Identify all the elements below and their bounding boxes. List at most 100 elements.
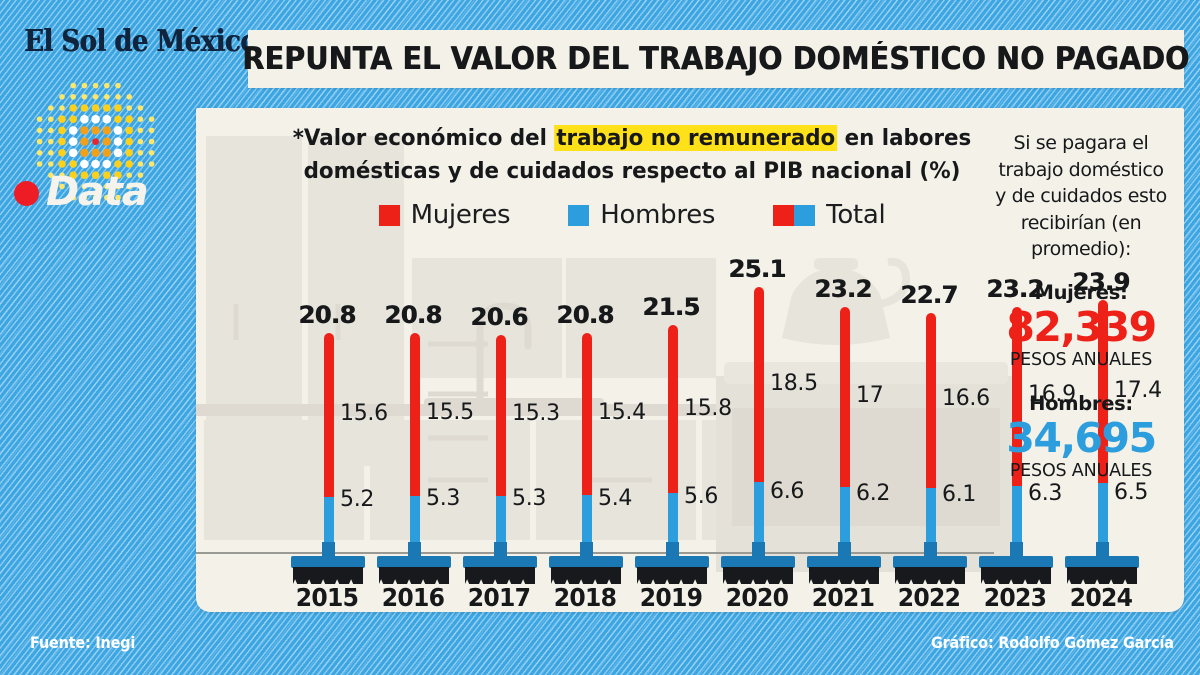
x-axis-tick-2021: 2021 bbox=[811, 583, 875, 612]
bar-segment-hombres bbox=[926, 487, 936, 552]
x-axis-tick-2018: 2018 bbox=[553, 583, 617, 612]
footer-bar: Fuente: Inegi Gráfico: Rodolfo Gómez Gar… bbox=[0, 619, 1200, 675]
broom-bar-icon bbox=[979, 556, 1053, 568]
bar-total-label: 23.2 bbox=[814, 275, 872, 304]
bar-stick bbox=[1012, 307, 1022, 552]
data-logo-word: Data bbox=[46, 169, 149, 215]
broom-bristles-icon bbox=[1067, 567, 1137, 584]
broom-bar-icon bbox=[721, 556, 795, 568]
bar-label-mujeres: 15.5 bbox=[426, 400, 474, 426]
subtitle-part1: *Valor económico del bbox=[292, 125, 555, 151]
side-note-hombres-value: 34,695 bbox=[1006, 413, 1157, 462]
bar-segment-hombres bbox=[410, 496, 420, 552]
chart-legend: Mujeres Hombres Total bbox=[252, 200, 1012, 230]
x-axis-tick-2019: 2019 bbox=[639, 583, 703, 612]
bar-column-2017[interactable]: 20.6 15.3 5.3 2017 bbox=[456, 248, 560, 612]
legend-item-hombres: Hombres bbox=[568, 200, 715, 230]
broom-head-icon bbox=[635, 542, 709, 584]
legend-label-total: Total bbox=[826, 200, 886, 230]
broom-head-icon bbox=[979, 542, 1053, 584]
broom-bar-icon bbox=[291, 556, 365, 568]
broom-bristles-icon bbox=[981, 567, 1051, 584]
side-note-panel: Si se pagara el trabajo doméstico y de c… bbox=[992, 130, 1170, 481]
bar-column-2022[interactable]: 22.7 16.6 6.1 2022 bbox=[886, 248, 990, 612]
broom-neck-icon bbox=[752, 542, 765, 558]
x-axis-tick-2024: 2024 bbox=[1069, 583, 1133, 612]
bar-label-mujeres: 15.3 bbox=[512, 401, 560, 427]
bar-label-hombres: 5.4 bbox=[598, 485, 633, 511]
bar-total-label: 20.8 bbox=[384, 300, 442, 329]
broom-bristles-icon bbox=[723, 567, 793, 584]
bar-total-label: 20.8 bbox=[556, 300, 614, 329]
data-logo-blob: Data bbox=[0, 0, 200, 244]
bar-segment-hombres bbox=[1012, 485, 1022, 552]
bar-label-hombres: 6.5 bbox=[1114, 479, 1149, 505]
bar-total-label: 20.8 bbox=[298, 300, 356, 329]
bar-column-2016[interactable]: 20.8 15.5 5.3 2016 bbox=[370, 248, 474, 612]
bar-stick bbox=[668, 325, 678, 552]
chart-subtitle: *Valor económico del trabajo no remunera… bbox=[271, 122, 993, 188]
legend-swatch-total-icon bbox=[773, 204, 816, 226]
broom-neck-icon bbox=[494, 542, 507, 558]
bar-segment-hombres bbox=[754, 482, 764, 552]
sun-dots-icon bbox=[34, 80, 158, 204]
side-note-hombres-unit: PESOS ANUALES bbox=[1009, 460, 1153, 481]
bar-stick bbox=[1098, 299, 1108, 552]
footer-source: Fuente: Inegi bbox=[30, 633, 136, 652]
bar-segment-hombres bbox=[840, 486, 850, 552]
x-axis-tick-2016: 2016 bbox=[381, 583, 445, 612]
bar-stick bbox=[410, 332, 420, 552]
bar-label-mujeres: 15.6 bbox=[340, 400, 388, 426]
bar-total-label: 20.6 bbox=[470, 302, 528, 331]
broom-bar-icon bbox=[1065, 556, 1139, 568]
broom-bristles-icon bbox=[895, 567, 965, 584]
masthead-logo: El Sol de México bbox=[24, 24, 257, 59]
broom-bar-icon bbox=[463, 556, 537, 568]
broom-neck-icon bbox=[838, 542, 851, 558]
side-note-mujeres-label: Mujeres: bbox=[1034, 280, 1128, 304]
side-note-intro: Si se pagara el trabajo doméstico y de c… bbox=[995, 132, 1167, 260]
broom-bar-icon bbox=[635, 556, 709, 568]
side-note-mujeres-unit: PESOS ANUALES bbox=[1009, 349, 1153, 370]
broom-head-icon bbox=[291, 542, 365, 584]
bar-column-2021[interactable]: 23.2 17 6.2 2021 bbox=[800, 248, 890, 612]
broom-head-icon bbox=[463, 542, 537, 584]
broom-bar-icon bbox=[893, 556, 967, 568]
bar-label-hombres: 6.3 bbox=[1028, 480, 1063, 506]
data-logo-dot-icon bbox=[14, 181, 39, 206]
bar-total-label: 23.2 bbox=[986, 275, 1044, 304]
bar-column-2019[interactable]: 21.5 15.8 5.6 2019 bbox=[628, 248, 732, 612]
bar-label-hombres: 5.6 bbox=[684, 484, 719, 510]
side-note-mujeres: Mujeres: 82,339 PESOS ANUALES bbox=[992, 281, 1170, 370]
broom-neck-icon bbox=[1096, 542, 1109, 558]
bar-stick bbox=[582, 332, 592, 552]
legend-label-hombres: Hombres bbox=[600, 200, 716, 230]
x-axis-tick-2015: 2015 bbox=[295, 583, 359, 612]
bar-label-hombres: 6.6 bbox=[770, 479, 805, 505]
broom-neck-icon bbox=[666, 542, 679, 558]
broom-head-icon bbox=[893, 542, 967, 584]
broom-head-icon bbox=[721, 542, 795, 584]
side-note-hombres-label: Hombres: bbox=[1029, 391, 1133, 415]
bar-stick bbox=[324, 332, 334, 552]
bar-segment-hombres bbox=[668, 492, 678, 552]
side-note-hombres: Hombres: 34,695 PESOS ANUALES bbox=[992, 392, 1170, 481]
bar-column-2023[interactable]: 23.2 16.9 6.3 2023 bbox=[972, 248, 1076, 612]
broom-neck-icon bbox=[924, 542, 937, 558]
broom-head-icon bbox=[549, 542, 623, 584]
x-axis-tick-2022: 2022 bbox=[897, 583, 961, 612]
bar-column-2024[interactable]: 23.9 17.4 6.5 2024 bbox=[1058, 248, 1162, 612]
broom-bristles-icon bbox=[465, 567, 535, 584]
broom-bar-icon bbox=[377, 556, 451, 568]
broom-neck-icon bbox=[580, 542, 593, 558]
bar-segment-hombres bbox=[496, 496, 506, 552]
broom-neck-icon bbox=[408, 542, 421, 558]
bar-column-2018[interactable]: 20.8 15.4 5.4 2018 bbox=[542, 248, 646, 612]
legend-item-total: Total bbox=[773, 200, 886, 230]
broom-neck-icon bbox=[1010, 542, 1023, 558]
bar-column-2020[interactable]: 25.1 18.5 6.6 2020 bbox=[714, 248, 818, 612]
bar-column-2015[interactable]: 20.8 15.6 5.2 2015 bbox=[284, 248, 388, 612]
bar-label-mujeres: 17.4 bbox=[1114, 377, 1162, 403]
bar-chart-plot: 20.8 15.6 5.2 2015 20.8 15.5 5.3 2016 20.6 15.3 5.… bbox=[196, 248, 1162, 612]
